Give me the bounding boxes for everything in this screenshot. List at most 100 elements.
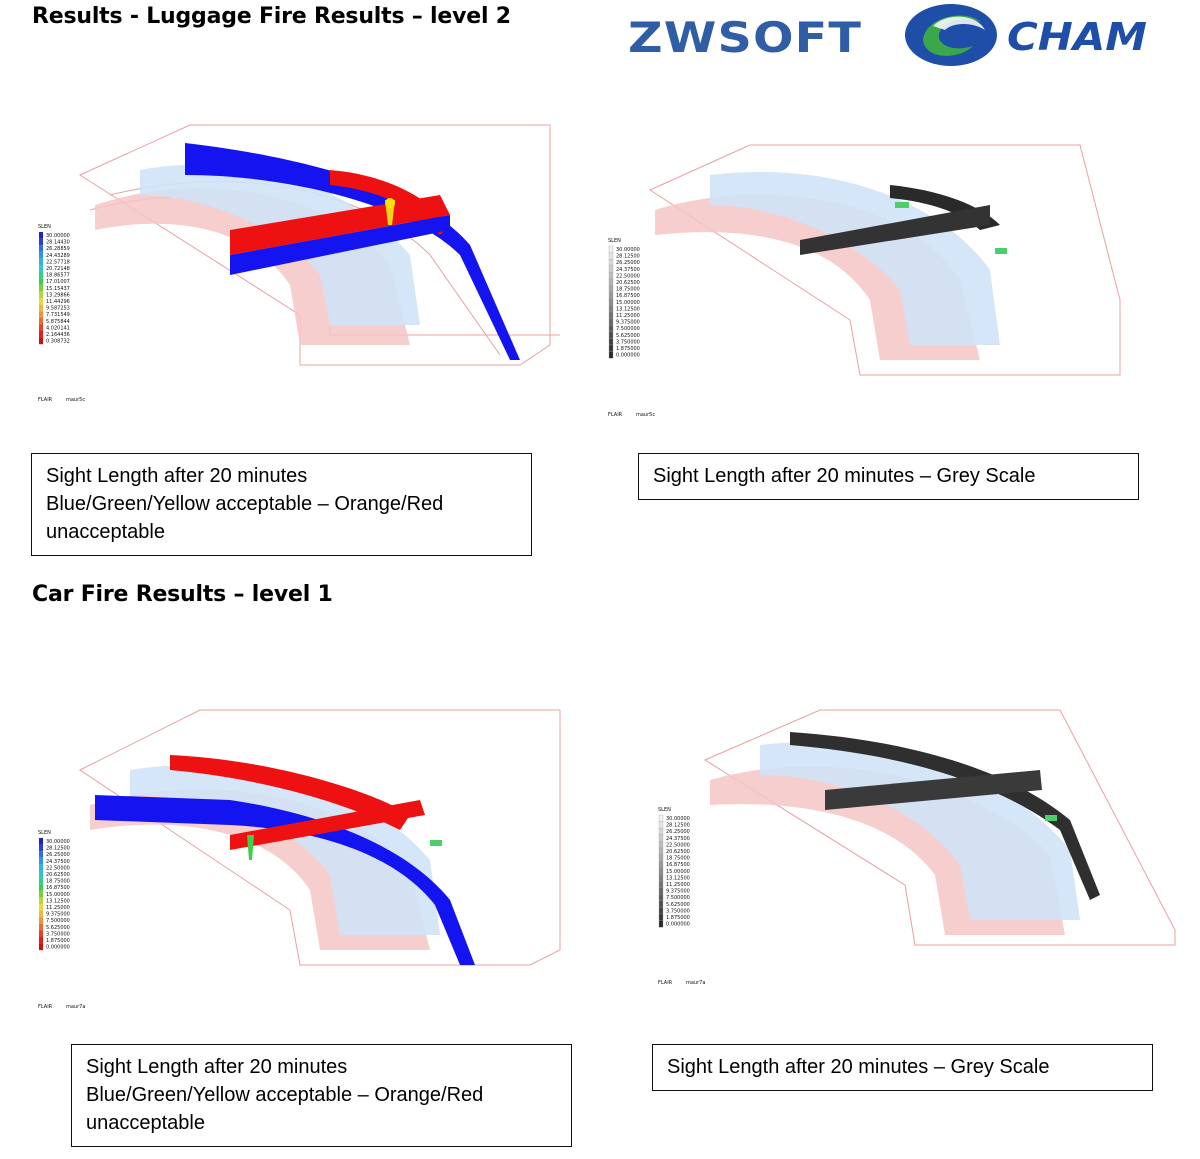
zwsoft-logo-text: ZWSOFT xyxy=(628,13,862,60)
legend-value: 26.25000 xyxy=(666,829,690,835)
legend-value: 0.000000 xyxy=(46,945,70,951)
car-color-caption: Sight Length after 20 minutes Blue/Green… xyxy=(71,1044,572,1147)
fire-plume xyxy=(247,835,254,860)
caption-line: unacceptable xyxy=(86,1112,205,1134)
legend-value: 24.37500 xyxy=(46,859,70,865)
legend-value: 16.87500 xyxy=(46,885,70,891)
legend-value: 20.62500 xyxy=(616,280,640,286)
sight-slice-transverse xyxy=(825,770,1042,810)
legend-swatch xyxy=(608,338,614,346)
tunnel-model-outline xyxy=(648,144,1121,376)
legend-value: 28.14430 xyxy=(46,240,70,246)
legend-value: 9.587253 xyxy=(46,306,70,312)
legend-footer-right: maur7a xyxy=(66,1004,85,1010)
vent-green xyxy=(1045,815,1057,821)
legend-value: 9.375000 xyxy=(666,889,690,895)
vent-green xyxy=(430,840,442,846)
caption-line: unacceptable xyxy=(46,521,165,543)
legend-swatch xyxy=(658,847,664,855)
sight-slice-longitudinal-red xyxy=(170,755,410,830)
legend-swatch xyxy=(608,252,614,260)
legend-swatch xyxy=(658,828,664,835)
legend-value: 5.875844 xyxy=(46,319,70,325)
caption-line: Blue/Green/Yellow acceptable – Orange/Re… xyxy=(86,1084,484,1106)
legend-swatch xyxy=(39,884,43,891)
legend-value: 16.87500 xyxy=(616,293,640,299)
legend-swatch xyxy=(608,305,614,313)
cham-logo-text: CHAM xyxy=(1007,15,1147,59)
legend-value: 3.750000 xyxy=(46,931,70,937)
legend-value: 24.43289 xyxy=(46,253,70,259)
legend-swatch xyxy=(39,838,43,845)
legend-value: 20.62500 xyxy=(46,872,70,878)
luggage-grey-caption: Sight Length after 20 minutes – Grey Sca… xyxy=(638,453,1139,500)
luggage-color-caption: Sight Length after 20 minutes Blue/Green… xyxy=(31,453,532,556)
car-fire-color-render: SLEN 30.0000028.1250026.2500024.3750022.… xyxy=(38,709,561,1010)
luggage-fire-heading: Results - Luggage Fire Results – level 2 xyxy=(32,4,511,29)
legend-swatch xyxy=(658,887,664,895)
legend-footer-right: maur5c xyxy=(66,397,85,403)
legend-swatch xyxy=(39,890,43,898)
legend-value: 26.25000 xyxy=(616,260,640,266)
legend-swatch xyxy=(39,337,43,345)
legend-value: 7.500000 xyxy=(666,895,690,901)
legend-swatch xyxy=(39,857,43,865)
legend-swatch xyxy=(658,900,664,908)
legend-value: 7.731549 xyxy=(46,312,70,318)
legend-swatch xyxy=(39,910,43,918)
legend-swatch xyxy=(39,265,43,272)
legend-swatch xyxy=(658,913,664,921)
legend-value: 18.75000 xyxy=(46,879,70,885)
sight-slice-transverse xyxy=(800,205,990,255)
concourse-floor xyxy=(760,742,1080,920)
legend-swatch xyxy=(39,258,43,265)
legend-value: 30.00000 xyxy=(46,233,70,239)
legend-swatch xyxy=(658,841,664,849)
legend-value: 22.50000 xyxy=(616,273,640,279)
legend-swatch xyxy=(39,317,43,325)
legend-value: 13.12500 xyxy=(46,898,70,904)
legend-value: 20.72148 xyxy=(46,266,70,272)
legend-value: 1.875000 xyxy=(616,346,640,352)
tunnel-model-outline xyxy=(703,709,1176,946)
caption-line: Sight Length after 20 minutes xyxy=(86,1056,348,1078)
legend-title: SLEN xyxy=(608,238,621,244)
legend-title: SLEN xyxy=(38,830,51,836)
legend-swatch xyxy=(39,238,43,246)
fire-source xyxy=(385,198,395,208)
vent-green xyxy=(895,202,909,208)
cham-logo: CHAM xyxy=(905,4,1147,66)
legend-value: 0.000000 xyxy=(666,922,690,928)
sight-slice-transverse xyxy=(230,800,425,850)
legend-value: 15.00000 xyxy=(666,869,690,875)
legend-value: 17.01007 xyxy=(46,279,70,285)
car-fire-heading: Car Fire Results – level 1 xyxy=(32,582,333,607)
legend-swatch xyxy=(39,877,43,885)
sight-slice-longitudinal xyxy=(790,732,1100,900)
caption-line: Sight Length after 20 minutes xyxy=(46,465,308,487)
legend-swatch xyxy=(39,851,43,858)
legend-footer-left: FLAIR xyxy=(38,1004,53,1010)
legend-swatch xyxy=(658,920,664,928)
legend-value: 1.875000 xyxy=(666,915,690,921)
legend: 30.0000028.1443026.2885924.4328922.57718… xyxy=(39,232,70,345)
legend-value: 18.75000 xyxy=(666,856,690,862)
legend-swatch xyxy=(39,844,43,852)
legend-value: 2.164436 xyxy=(46,332,70,338)
legend-value: 24.37500 xyxy=(666,836,690,842)
legend-swatch xyxy=(39,311,43,318)
legend-swatch xyxy=(608,292,614,299)
legend-value: 0.308732 xyxy=(46,339,70,345)
legend-swatch xyxy=(39,937,43,944)
legend-value: 9.375000 xyxy=(46,912,70,918)
legend-swatch xyxy=(608,285,614,293)
car-grey-caption: Sight Length after 20 minutes – Grey Sca… xyxy=(652,1044,1153,1091)
legend-value: 15.00000 xyxy=(616,300,640,306)
legend-footer-left: FLAIR xyxy=(658,980,673,986)
legend-value: 28.12500 xyxy=(616,254,640,260)
legend-swatch xyxy=(658,867,664,875)
legend-value: 11.25000 xyxy=(616,313,640,319)
legend-swatch xyxy=(39,324,43,331)
legend-swatch xyxy=(608,272,614,280)
legend-swatch xyxy=(658,834,664,842)
